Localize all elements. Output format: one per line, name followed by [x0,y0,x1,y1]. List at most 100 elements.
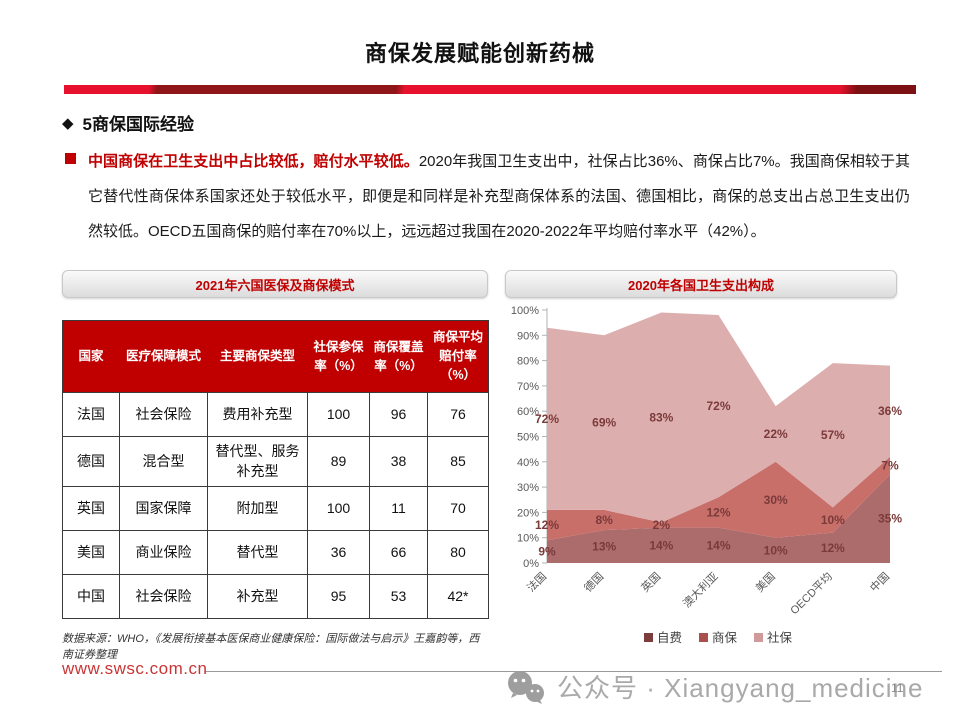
value-cell: 85 [427,436,489,487]
value-cell: 80 [427,529,489,575]
wechat-account-label: 公众号 · Xiangyang_medicine [557,673,924,703]
area-series-商保 [547,456,890,541]
value-cell: 替代型、服务补充型 [207,436,308,487]
chart-panel: 2020年各国卫生支出构成 0% 10% 20% 30% 40% 50% 60% 70% 80%… [505,270,902,659]
data-label: 10% [764,543,788,557]
value-cell: 53 [369,573,428,619]
data-label: 8% [595,513,613,527]
legend-swatch [644,633,653,642]
footer-divider-line [205,671,942,672]
value-cell: 100 [307,392,370,437]
wechat-icon [508,670,544,704]
x-axis-label: 中国 [867,570,892,595]
y-axis-tick-label: 90% [517,330,539,342]
chart-svg: 0% 10% 20% 30% 40% 50% 60% 70% 80% 90% 100% 法国 德国 英国澳… [511,305,902,645]
data-label: 72% [706,399,730,413]
country-cell: 中国 [62,573,120,619]
value-cell: 42* [427,573,489,619]
y-axis-tick-label: 30% [517,482,539,494]
value-cell: 100 [307,485,370,531]
y-axis-tick-label: 70% [517,381,539,393]
country-cell: 美国 [62,529,120,575]
value-cell: 商业保险 [119,529,208,575]
data-label: 9% [538,545,556,559]
legend-label: 社保 [767,630,793,645]
stacked-area-chart: 0% 10% 20% 30% 40% 50% 60% 70% 80% 90% 100% 法国 德国 英国澳… [505,301,902,659]
y-axis-tick-label: 100% [511,305,539,317]
value-cell: 76 [427,392,489,437]
data-label: 22% [764,427,788,441]
column-header: 商保覆盖率（%） [369,320,428,393]
value-cell: 混合型 [119,436,208,487]
data-label: 69% [592,416,616,430]
key-paragraph: 中国商保在卫生支出中占比较低，赔付水平较低。2020年我国卫生支出中，社保占比3… [64,144,910,249]
value-cell: 96 [369,392,428,437]
value-cell: 社会保险 [119,573,208,619]
insurance-table: 国家 医疗保障模式 主要商保类型 社保参保率（%） 商保覆盖率（%） 商保平均赔付率（%）… [62,320,489,619]
data-label: 10% [821,513,845,527]
y-axis-tick-label: 0% [523,558,539,570]
legend-swatch [754,633,763,642]
x-axis-label: OECD平均 [788,570,835,617]
data-label: 57% [821,428,845,442]
data-label: 83% [649,411,673,425]
legend-swatch [699,633,708,642]
table-header-row: 国家 医疗保障模式 主要商保类型 社保参保率（%） 商保覆盖率（%） 商保平均赔付率（%） [62,320,489,393]
paragraph-lead: 中国商保在卫生支出中占比较低，赔付水平较低。 [88,153,419,170]
y-axis-tick-label: 50% [517,432,539,444]
data-label: 35% [878,512,902,526]
column-header: 商保平均赔付率（%） [427,320,489,393]
website-link[interactable]: www.swsc.com.cn [62,659,208,678]
legend-label: 商保 [712,630,738,645]
column-header: 医疗保障模式 [119,320,208,393]
y-axis-tick-label: 20% [517,507,539,519]
divider-bar [64,85,916,94]
data-label: 12% [706,505,730,519]
country-cell: 英国 [62,485,120,531]
y-axis-tick-label: 60% [517,406,539,418]
value-cell: 36 [307,529,370,575]
data-label: 36% [878,404,902,418]
table-panel-title: 2021年六国医保及商保模式 [62,270,488,298]
value-cell: 95 [307,573,370,619]
table-row: 美国 商业保险 替代型 36 66 80 [62,529,489,575]
value-cell: 补充型 [207,573,308,619]
value-cell: 89 [307,436,370,487]
table-row: 德国 混合型 替代型、服务补充型 89 38 85 [62,436,489,487]
value-cell: 附加型 [207,485,308,531]
y-axis-tick-label: 40% [517,457,539,469]
x-axis-label: 德国 [581,569,606,594]
column-header: 主要商保类型 [207,320,308,393]
table-row: 法国 社会保险 费用补充型 100 96 76 [62,392,489,437]
page-number: 11 [891,681,904,695]
section-heading-label: 5商保国际经验 [82,115,195,134]
area-series-自费 [547,474,890,563]
paragraph-text: 中国商保在卫生支出中占比较低，赔付水平较低。2020年我国卫生支出中，社保占比3… [88,144,910,249]
value-cell: 费用补充型 [207,392,308,437]
data-label: 7% [881,459,899,473]
value-cell: 国家保障 [119,485,208,531]
data-label: 12% [535,518,559,532]
table-row: 英国 国家保障 附加型 100 11 70 [62,485,489,531]
square-bullet-icon [65,153,76,164]
column-header: 社保参保率（%） [307,320,370,393]
data-label: 12% [821,541,845,555]
diamond-bullet-icon: ◆ [62,114,74,132]
value-cell: 11 [369,485,428,531]
section-heading: ◆ 5商保国际经验 [62,110,194,135]
paragraph-body: 2020年我国卫生支出中，社保占比36%、商保占比7%。我国商保相较于其它替代性… [88,153,910,240]
legend-label: 自费 [657,631,682,645]
value-cell: 社会保险 [119,392,208,437]
value-cell: 替代型 [207,529,308,575]
table-row: 中国 社会保险 补充型 95 53 42* [62,573,489,619]
value-cell: 38 [369,436,428,487]
y-axis-tick-label: 80% [517,356,539,368]
value-cell: 66 [369,529,428,575]
data-label: 72% [535,412,559,426]
country-cell: 法国 [62,392,120,437]
area-series-社保 [547,312,890,523]
wechat-banner: 公众号 · Xiangyang_medicine [505,668,924,705]
data-label: 14% [706,538,730,552]
chart-panel-title: 2020年各国卫生支出构成 [505,270,897,298]
